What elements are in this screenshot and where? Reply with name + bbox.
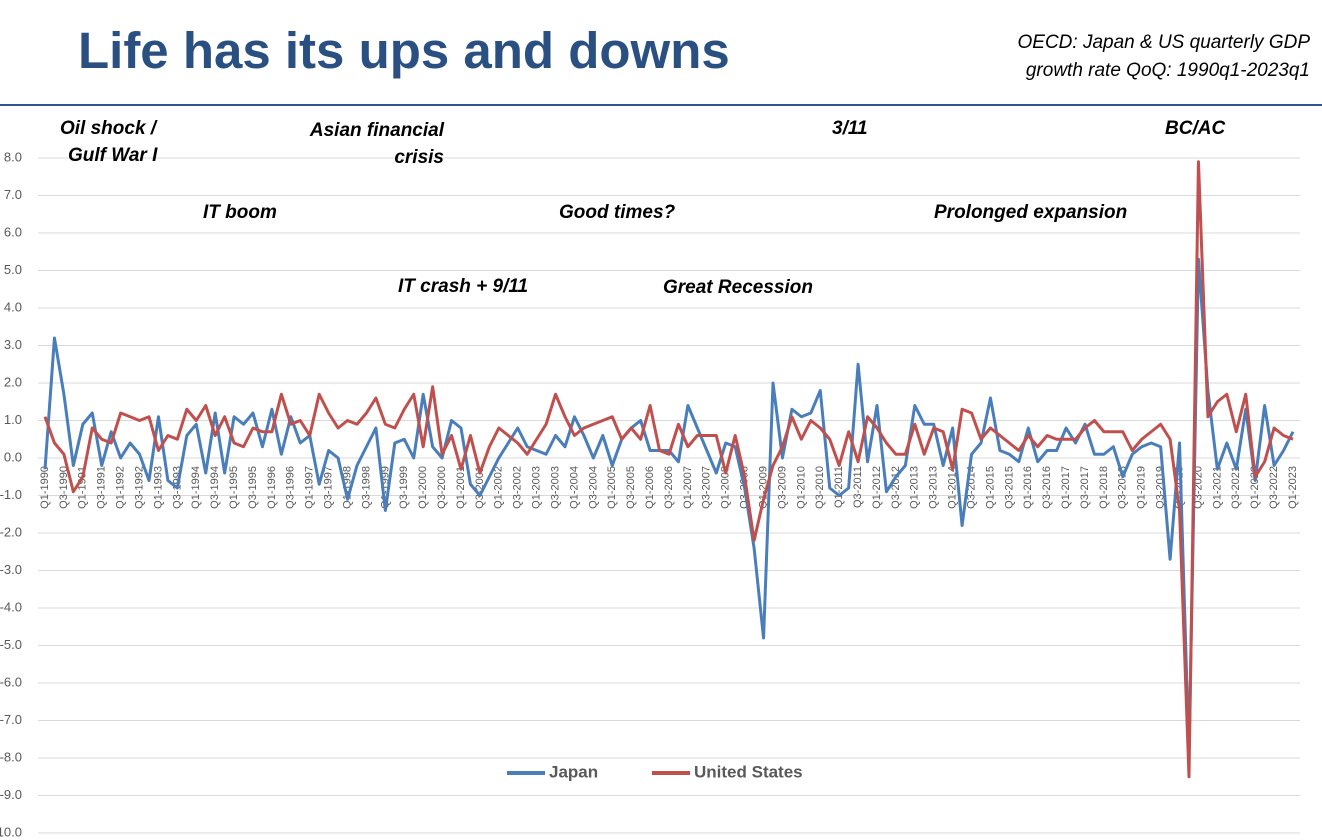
x-tick-label: Q3-2003 [549,466,561,509]
x-tick-label: Q3-2005 [625,466,637,509]
x-tick-label: Q3-1991 [96,466,108,509]
x-tick-label: Q1-2014 [947,466,959,509]
y-tick-label: -8.0 [0,749,22,764]
x-tick-label: Q1-1993 [152,466,164,509]
legend-label: Japan [549,762,598,781]
y-tick-label: 7.0 [4,187,22,202]
x-tick-label: Q1-2003 [531,466,543,509]
x-tick-label: Q3-2018 [1117,466,1129,509]
chart-title: Life has its ups and downs [78,22,730,79]
annotation: Oil shock / [60,118,158,139]
x-tick-label: Q1-2002 [493,466,505,509]
x-tick-label: Q3-2006 [663,466,675,509]
x-tick-label: Q1-1998 [341,466,353,509]
y-tick-label: 0.0 [4,449,22,464]
x-tick-label: Q1-2022 [1249,466,1261,509]
x-tick-label: Q3-2009 [776,466,788,509]
annotation: Prolonged expansion [934,202,1127,223]
y-tick-label: -10.0 [0,824,22,839]
annotation: BC/AC [1165,118,1225,139]
legend-label: United States [694,762,803,781]
x-tick-label: Q1-2023 [1287,466,1299,509]
x-tick-label: Q1-2011 [833,466,845,508]
annotation: Great Recession [663,277,813,298]
x-tick-label: Q1-2012 [871,466,883,509]
y-tick-label: -2.0 [0,524,22,539]
x-tick-label: Q3-2016 [1041,466,1053,509]
x-tick-label: Q3-2022 [1268,466,1280,509]
y-tick-label: -9.0 [0,787,22,802]
y-tick-label: -7.0 [0,712,22,727]
x-tick-label: Q1-2005 [606,466,618,509]
x-tick-label: Q3-2000 [436,466,448,509]
x-tick-label: Q1-1995 [228,466,240,509]
x-tick-label: Q1-1990 [39,466,51,509]
annotation: crisis [394,147,444,168]
y-tick-label: 1.0 [4,412,22,427]
y-tick-label: 3.0 [4,337,22,352]
y-tick-label: 6.0 [4,224,22,239]
y-tick-label: -3.0 [0,562,22,577]
x-tick-label: Q3-2004 [587,466,599,509]
annotation: 3/11 [832,118,868,139]
y-tick-label: -6.0 [0,674,22,689]
annotation: Gulf War I [68,145,158,166]
y-tick-label: 4.0 [4,299,22,314]
x-tick-label: Q1-2000 [417,466,429,509]
x-tick-label: Q1-2001 [455,466,467,509]
annotation: IT boom [203,202,277,223]
x-tick-label: Q1-1997 [304,466,316,509]
x-tick-label: Q3-2007 [701,466,713,509]
x-tick-label: Q1-2017 [1060,466,1072,509]
x-tick-label: Q3-2002 [512,466,524,509]
x-tick-label: Q1-1994 [190,466,202,509]
x-tick-label: Q1-2009 [757,466,769,509]
x-tick-label: Q1-2010 [795,466,807,509]
x-tick-label: Q1-2008 [720,466,732,509]
x-tick-label: Q3-2021 [1230,466,1242,509]
x-tick-label: Q3-1994 [209,466,221,509]
y-tick-label: -5.0 [0,637,22,652]
x-tick-label: Q3-2011 [852,466,864,508]
x-tick-label: Q3-2001 [474,466,486,509]
x-tick-label: Q1-2013 [909,466,921,509]
x-tick-label: Q3-1990 [58,466,70,509]
x-tick-label: Q1-2006 [644,466,656,509]
chart-subtitle: growth rate QoQ: 1990q1-2023q1 [1026,60,1310,81]
x-tick-label: Q1-2018 [1098,466,1110,509]
x-tick-label: Q1-2015 [984,466,996,509]
y-tick-label: 5.0 [4,262,22,277]
x-tick-label: Q1-2021 [1211,466,1223,509]
annotation: IT crash + 9/11 [398,276,528,297]
x-tick-label: Q1-2007 [682,466,694,509]
x-tick-label: Q1-2019 [1136,466,1148,509]
x-tick-label: Q3-2010 [814,466,826,509]
x-tick-label: Q1-2016 [1022,466,1034,509]
y-tick-label: 2.0 [4,374,22,389]
chart-subtitle: OECD: Japan & US quarterly GDP [1018,32,1311,53]
y-tick-label: -1.0 [0,487,22,502]
x-tick-label: Q3-2013 [928,466,940,509]
x-tick-label: Q3-1996 [285,466,297,509]
annotation: Good times? [559,202,676,223]
x-tick-label: Q1-1991 [77,466,89,509]
y-tick-label: 8.0 [4,149,22,164]
x-tick-label: Q3-2017 [1079,466,1091,509]
annotation: Asian financial [309,120,445,141]
y-tick-label: -4.0 [0,599,22,614]
x-tick-label: Q3-1992 [133,466,145,509]
x-tick-label: Q1-1996 [266,466,278,509]
x-tick-label: Q3-1997 [323,466,335,509]
x-tick-label: Q1-1992 [115,466,127,509]
x-tick-label: Q3-2015 [1003,466,1015,509]
x-tick-label: Q3-2012 [890,466,902,509]
series-line [43,160,1294,779]
x-tick-label: Q3-1999 [398,466,410,509]
x-tick-label: Q3-1998 [360,466,372,509]
x-tick-label: Q1-2004 [568,466,580,509]
x-tick-label: Q3-1995 [247,466,259,509]
